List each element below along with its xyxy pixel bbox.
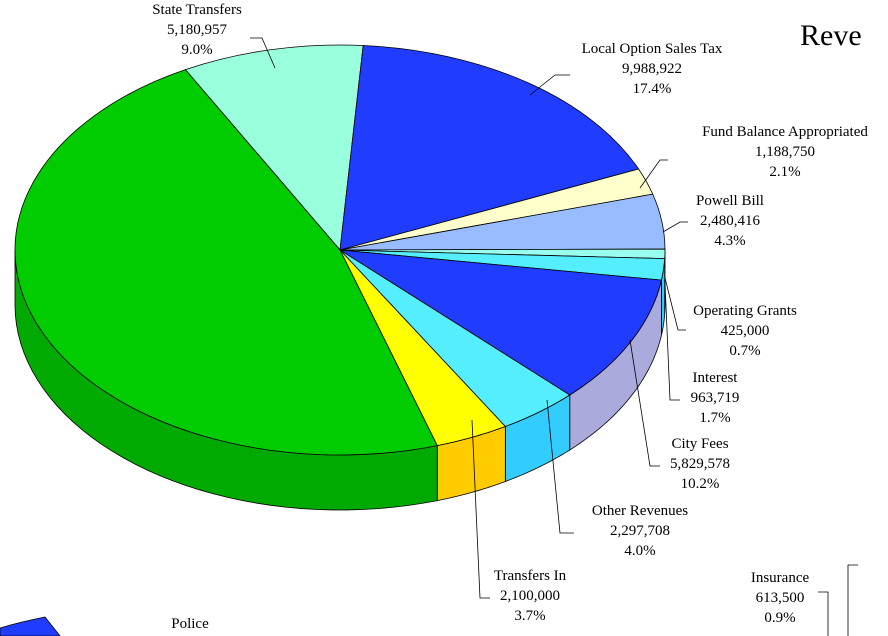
- leader-line: [664, 277, 686, 331]
- slice-label: Powell Bill: [696, 193, 764, 209]
- slice-value-label: 4.3%: [714, 233, 745, 249]
- slice-value-label: 425,000: [721, 323, 770, 339]
- leader-line: [546, 399, 574, 534]
- slice-value-label: 4.0%: [624, 543, 655, 559]
- slice: [339, 45, 640, 251]
- slice-value-label: 1,188,750: [755, 144, 815, 160]
- slice-value-label: 1.7%: [699, 410, 730, 426]
- slice-value-label: 963,719: [691, 390, 740, 406]
- slice-value-label: 9,988,922: [622, 61, 682, 77]
- slice-label: Transfers In: [494, 568, 567, 584]
- slice-value-label: 5,829,578: [670, 456, 730, 472]
- leader-line: [529, 74, 570, 96]
- slice-label: City Fees: [671, 436, 728, 452]
- slice-value-label: 17.4%: [633, 81, 672, 97]
- slice-value-label: 613,500: [756, 590, 805, 606]
- slice-value-label: 2,297,708: [610, 523, 670, 539]
- slice-label: Police: [171, 616, 209, 632]
- slice-label: Operating Grants: [693, 303, 797, 319]
- slice-value-label: 3.7%: [514, 608, 545, 624]
- slice-label: Interest: [693, 370, 739, 386]
- slice-value-label: 2,480,416: [700, 213, 761, 229]
- slice-label: Other Revenues: [592, 503, 688, 519]
- slice-value-label: 9.0%: [181, 42, 212, 58]
- chart-title: Reve: [800, 19, 862, 52]
- slice-value-label: 2,100,000: [500, 588, 560, 604]
- slice-value-label: 10.2%: [681, 476, 720, 492]
- slice-value-label: 5,180,957: [167, 22, 228, 38]
- leader-line: [662, 221, 688, 233]
- slice-value-label: 0.9%: [764, 610, 795, 626]
- slice-value-label: 0.7%: [729, 343, 760, 359]
- leader-line: [250, 37, 276, 69]
- slice-label: Fund Balance Appropriated: [702, 124, 868, 140]
- slice: [847, 564, 858, 636]
- leader-line: [818, 591, 829, 636]
- leader-line: [471, 419, 490, 599]
- leader-line: [639, 159, 668, 189]
- slice-value-label: 15,675,420: [156, 634, 224, 636]
- leader-line: [664, 282, 680, 401]
- slice-label: Insurance: [751, 570, 810, 586]
- slice-label: State Transfers: [152, 2, 242, 18]
- slice-label: Local Option Sales Tax: [582, 41, 723, 57]
- slice: [184, 44, 364, 251]
- slice-value-label: 2.1%: [769, 164, 800, 180]
- leader-line: [629, 339, 660, 467]
- slice: [14, 69, 438, 456]
- slice: [0, 616, 61, 636]
